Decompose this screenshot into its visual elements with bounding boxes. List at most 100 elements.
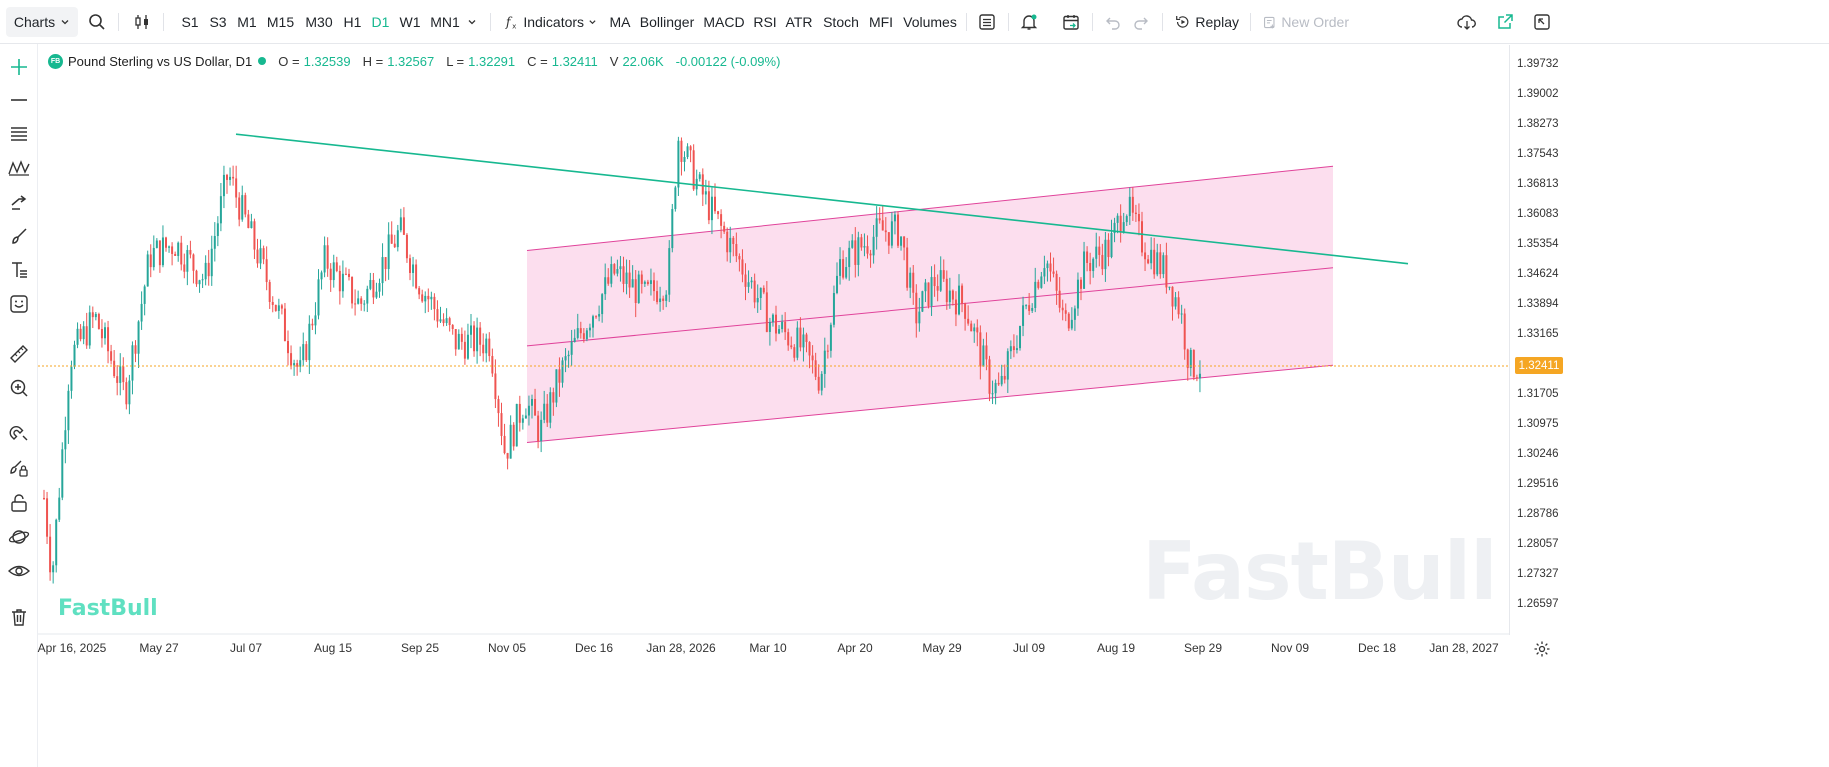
candle-up [399,217,402,231]
chart-settings-button[interactable] [1533,640,1551,658]
crosshair-tool[interactable] [6,54,32,80]
fib-tool[interactable] [6,121,32,147]
candle-up [994,382,997,394]
candle-down [985,345,988,360]
timeframe-s3[interactable]: S3 [208,0,228,44]
open-value: 1.32539 [303,53,351,69]
candle-up [73,344,76,367]
candle-up [104,327,106,339]
cloud-icon [1457,15,1476,30]
timeframe-h1[interactable]: H1 [343,0,362,44]
brush-tool[interactable] [6,223,32,249]
candle-down [91,312,94,318]
candle-up [531,398,533,406]
indicator-volumes-button[interactable]: Volumes [903,0,957,44]
symbol-title[interactable]: Pound Sterling vs US Dollar, D1 [68,53,253,69]
pattern-tool[interactable] [6,155,32,181]
indicator-ma-button[interactable]: MA [608,0,632,44]
layout-button[interactable] [976,0,998,44]
candle-down [402,217,405,235]
text-tool[interactable] [6,257,32,283]
cloud-save-button[interactable] [1456,0,1478,44]
candle-down [579,328,582,334]
candle-down [107,327,110,352]
price-tick-label: 1.35354 [1517,238,1559,250]
timeframe-m15[interactable]: M15 [267,0,294,44]
lock-drawing-tool[interactable] [6,455,32,481]
charts-menu-button[interactable]: Charts [6,7,78,37]
line-tool[interactable] [6,87,32,113]
candle-down [646,281,649,284]
alert-button[interactable] [1018,0,1040,44]
drawing-lines[interactable] [38,133,1509,367]
price-scale[interactable] [1509,45,1569,635]
timeframe-s1[interactable]: S1 [181,0,199,44]
candle-down [534,398,537,416]
indicator-mfi-button[interactable]: MFI [869,0,893,44]
timeframe-w1[interactable]: W1 [399,0,421,44]
indicator-rsi-button[interactable]: RSI [753,0,776,44]
share-button[interactable] [1494,0,1516,44]
magnet-tool[interactable] [6,421,32,447]
timeframe-d1[interactable]: D1 [371,0,390,44]
delete-drawings-tool[interactable] [6,604,32,630]
lock-tool[interactable] [6,490,32,516]
timeframe-mn1[interactable]: MN1 [430,0,460,44]
candle-up [695,178,698,190]
ruler-tool[interactable] [6,341,32,367]
brush-icon [12,228,27,244]
candle-up [293,363,296,366]
candle-down [656,291,659,303]
candle-up [570,341,573,355]
candle-up [555,369,558,403]
indicator-macd-button[interactable]: MACD [703,0,744,44]
timeframe-m30[interactable]: M30 [304,0,334,44]
timeframe-label: M15 [266,14,295,30]
timeframe-dropdown-button[interactable] [465,0,479,44]
visibility-tool[interactable] [6,558,32,584]
bell-plus-icon [1020,14,1038,30]
candle-up [430,296,433,300]
indicator-stoch-button[interactable]: Stoch [822,0,860,44]
candle-up [155,240,158,248]
candle-down [311,323,314,326]
candle-up [991,393,994,395]
volume-value: 22.06K [622,53,664,69]
replay-button[interactable]: Replay [1175,0,1239,44]
candle-down [1064,310,1067,314]
regression-channel[interactable] [526,165,1334,443]
calendar-button[interactable] [1060,0,1082,44]
zoom-in-tool[interactable] [6,375,32,401]
candle-up [592,316,594,328]
candle-up [88,312,91,346]
projection-tool[interactable] [6,189,32,215]
emoji-tool[interactable] [6,291,32,317]
candle-up [857,237,860,265]
candle-up [549,392,552,423]
candle-up [625,272,628,284]
candle-down [134,345,137,354]
chart-type-button[interactable] [131,0,153,44]
hide-drawings-tool[interactable] [6,524,32,550]
candle-up [119,366,122,383]
indicator-atr-button[interactable]: ATR [786,0,813,44]
search-button[interactable] [86,0,108,44]
toolbar-divider [1250,13,1251,31]
candle-down [582,333,585,340]
undo-button[interactable] [1103,0,1123,44]
candle-down [1159,252,1162,275]
timeframe-label: MN1 [430,14,460,30]
new-order-button[interactable]: New Order [1263,0,1349,44]
indicator-bollinger-button[interactable]: Bollinger [640,0,694,44]
timeframe-m1[interactable]: M1 [237,0,257,44]
candle-down [497,399,500,414]
fullscreen-button[interactable] [1531,0,1553,44]
candle-down [537,415,540,441]
candle-up [219,196,222,224]
candle-up [588,327,591,331]
redo-button[interactable] [1131,0,1151,44]
candle-up [918,311,921,324]
candle-down [290,353,293,366]
candle-up [1070,319,1073,329]
